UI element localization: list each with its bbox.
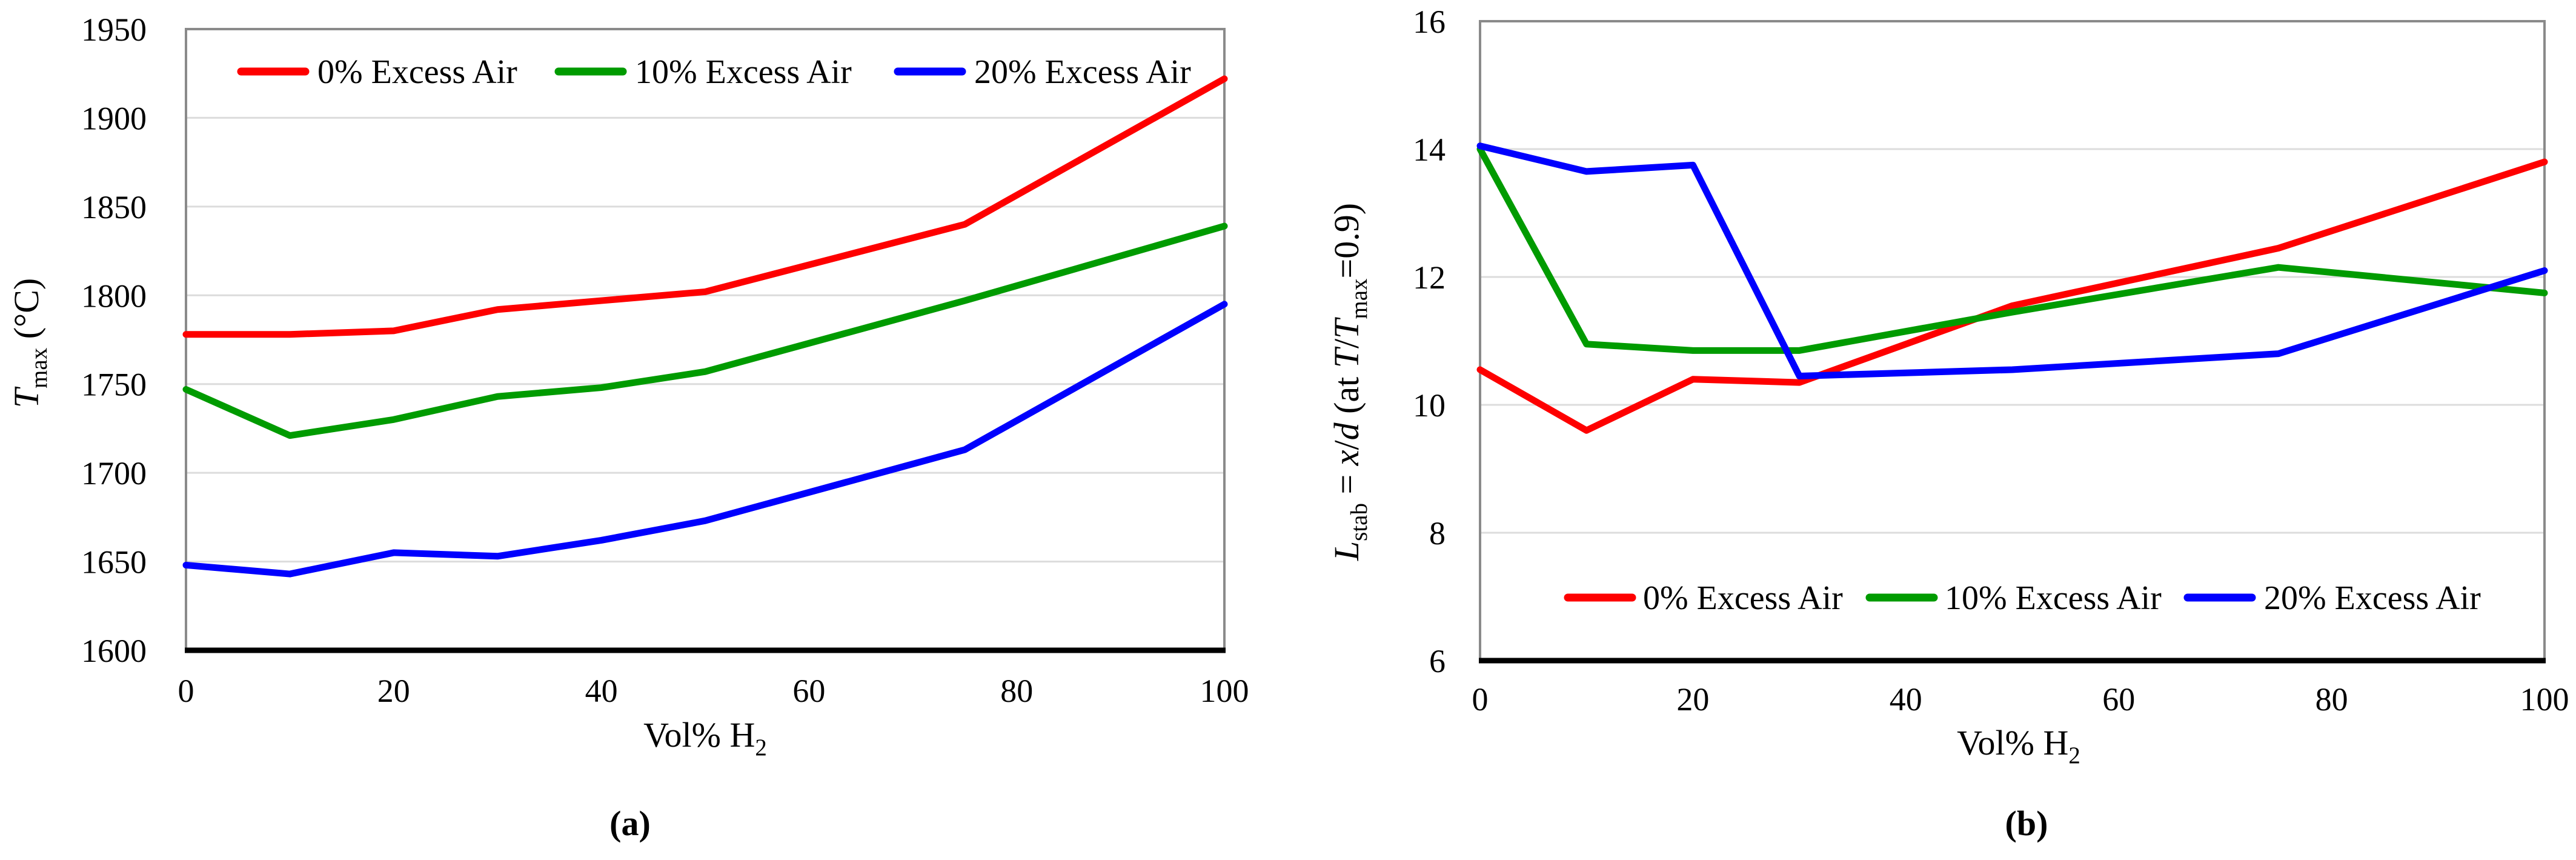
axis-title-segment: / bbox=[1327, 440, 1366, 450]
legend-label: 10% Excess Air bbox=[635, 53, 852, 91]
series-line-10-excess-air bbox=[1476, 145, 2548, 354]
legend-label: 20% Excess Air bbox=[2264, 579, 2481, 617]
y-tick-label: 6 bbox=[1429, 643, 1446, 679]
axis-title-segment: Vol% H bbox=[643, 715, 755, 755]
axis-title-segment: =0.9) bbox=[1327, 203, 1366, 279]
x-tick-label: 20 bbox=[377, 673, 410, 709]
y-tick-label: 1650 bbox=[81, 544, 147, 581]
plot-border bbox=[1479, 20, 2546, 661]
x-tick-label: 100 bbox=[2520, 681, 2569, 718]
axis-title-segment: Vol% H bbox=[1957, 723, 2068, 762]
y-tick-label: 12 bbox=[1413, 259, 1446, 296]
x-tick-label: 60 bbox=[2102, 681, 2135, 718]
x-tick-label: 40 bbox=[1890, 681, 1922, 718]
axis-title-segment: d bbox=[1327, 422, 1366, 440]
axis-title-segment: max bbox=[26, 347, 52, 388]
y-tick-label: 1700 bbox=[81, 455, 147, 492]
axis-title-segment: max bbox=[1346, 278, 1372, 319]
axis-title-segment: x bbox=[1327, 450, 1366, 466]
y-axis-title: Tmax (°C) bbox=[7, 278, 52, 408]
series-line-20-excess-air bbox=[182, 301, 1228, 578]
y-tick-label: 8 bbox=[1429, 515, 1446, 552]
y-tick-label: 1600 bbox=[81, 633, 147, 669]
axis-title-segment: T bbox=[7, 386, 46, 408]
y-tick-label: 1800 bbox=[81, 278, 147, 314]
y-tick-label: 1900 bbox=[81, 100, 147, 136]
x-tick-label: 80 bbox=[1000, 673, 1033, 709]
x-tick-label: 0 bbox=[1472, 681, 1489, 718]
legend-label: 10% Excess Air bbox=[1945, 579, 2162, 617]
axis-title-segment: L bbox=[1327, 541, 1366, 561]
series-line-0-excess-air bbox=[1476, 158, 2548, 434]
axis-title-segment: T bbox=[1327, 346, 1366, 368]
chart-a-tmax-vs-volh2: 1600 1650 1700 1750 1800 1850 1900 1950 0 20 40 60 8… bbox=[7, 12, 1249, 761]
y-tick-label: 1750 bbox=[81, 367, 147, 403]
y-tick-label: 1850 bbox=[81, 189, 147, 225]
x-tick-label: 40 bbox=[585, 673, 618, 709]
y-axis-title: Lstab = x/d (at T/Tmax=0.9) bbox=[1327, 203, 1372, 561]
series-line-20-excess-air bbox=[1476, 142, 2548, 380]
series-line-0-excess-air bbox=[182, 75, 1228, 338]
axis-title-segment: = bbox=[1327, 465, 1366, 503]
chart-b-lstab-vs-volh2: 6 8 10 12 14 16 0 20 40 60 80 100 0% Excess Air 10% E… bbox=[1327, 4, 2569, 768]
x-tick-label: 20 bbox=[1676, 681, 1709, 718]
axis-title-segment: stab bbox=[1346, 503, 1372, 541]
legend-label: 20% Excess Air bbox=[974, 53, 1191, 91]
y-tick-label: 10 bbox=[1413, 387, 1446, 424]
series-line-10-excess-air bbox=[182, 222, 1228, 439]
axis-title-segment: T bbox=[1327, 317, 1366, 339]
y-tick-label: 14 bbox=[1413, 132, 1446, 168]
y-tick-label: 16 bbox=[1413, 4, 1446, 40]
axis-title-segment: 2 bbox=[2068, 742, 2080, 768]
axis-title-segment: (at bbox=[1327, 368, 1366, 422]
x-tick-label: 80 bbox=[2315, 681, 2348, 718]
legend-label: 0% Excess Air bbox=[1643, 579, 1843, 617]
x-tick-label: 60 bbox=[792, 673, 825, 709]
axis-title-segment: / bbox=[1327, 338, 1366, 348]
x-tick-label: 100 bbox=[1200, 673, 1249, 709]
legend-label: 0% Excess Air bbox=[317, 53, 517, 91]
y-tick-label: 1950 bbox=[81, 12, 147, 48]
axis-title-segment: (°C) bbox=[7, 278, 46, 348]
axis-title-segment: 2 bbox=[755, 735, 767, 761]
x-axis-title: Vol% H2 bbox=[643, 715, 767, 761]
plot-border bbox=[185, 28, 1226, 650]
caption-b: (b) bbox=[2005, 804, 2048, 843]
x-axis-title: Vol% H2 bbox=[1957, 723, 2080, 768]
caption-a: (a) bbox=[609, 804, 651, 843]
x-tick-label: 0 bbox=[178, 673, 194, 709]
